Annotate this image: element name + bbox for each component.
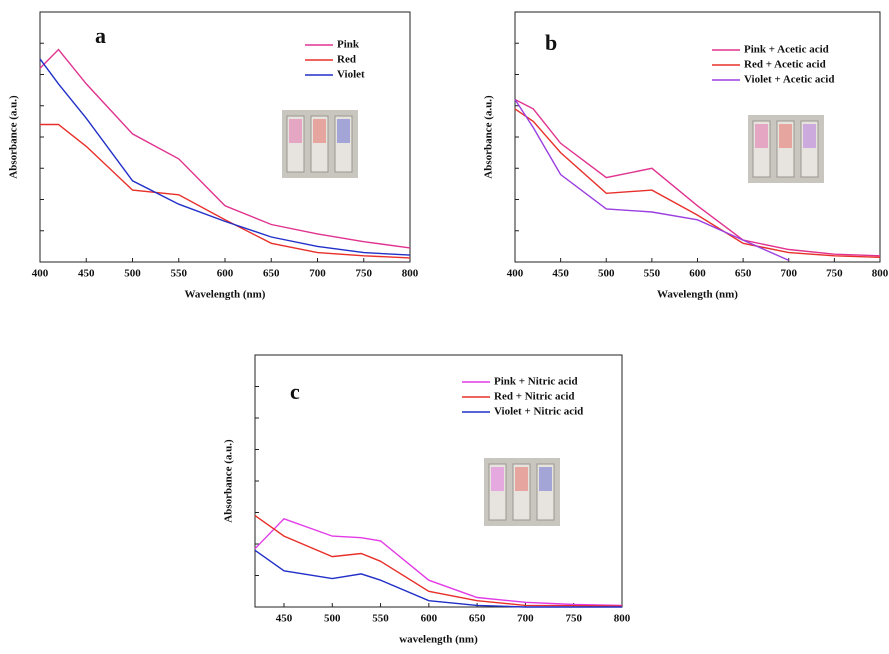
legend-label: Red + Nitric acid [494,391,575,403]
x-axis-label: Wavelength (nm) [185,289,266,301]
x-tick-label: 800 [402,268,419,280]
cuvette [334,115,353,173]
panel: 450 500 550 600 650 700 750 800 wavelength (nm) A… [223,354,631,646]
series-line [40,123,411,259]
x-tick-label: 650 [735,268,752,280]
cuvette-liquid [313,119,326,143]
x-tick-label: 550 [644,268,661,280]
series-line [514,98,881,257]
x-tick-label: 400 [507,268,524,280]
y-axis-label: Absorbance (a.u.) [8,95,20,179]
legend-label: Violet + Acetic acid [744,74,834,86]
cuvette-liquid [539,467,552,491]
x-tick-label: 550 [372,613,389,625]
cuvette [286,115,305,173]
x-tick-label: 500 [598,268,615,280]
cuvette-liquid [755,124,768,148]
x-tick-label: 500 [124,268,141,280]
x-tick-label: 500 [324,613,341,625]
series-line [39,58,411,256]
cuvette [512,463,531,521]
series-line [39,48,411,249]
legend-label: Violet [337,69,365,81]
x-tick-label: 600 [421,613,438,625]
legend-label: Violet + Nitric acid [494,406,583,418]
series-line [514,99,790,262]
y-axis-label: Absorbance (a.u.) [223,439,235,523]
legend-label: Red + Acetic acid [744,59,826,71]
cuvette [752,120,771,178]
x-tick-label: 450 [276,613,293,625]
panel-letter: a [95,23,106,48]
legend-label: Pink [337,39,360,51]
panel: 400 450 500 550 600 650 700 750 800 Wavelength (n… [8,11,419,301]
x-tick-label: 700 [309,268,326,280]
cuvette [536,463,555,521]
x-axis-label: Wavelength (nm) [657,289,738,301]
series-line [254,515,623,607]
series-line [254,549,622,608]
x-tick-label: 650 [263,268,280,280]
cuvette [800,120,819,178]
x-tick-label: 600 [689,268,706,280]
x-tick-label: 700 [781,268,798,280]
cuvette [310,115,329,173]
cuvette-liquid [803,124,816,148]
x-tick-label: 400 [32,268,49,280]
cuvette-liquid [779,124,792,148]
x-tick-label: 750 [356,268,373,280]
cuvette-liquid [515,467,528,491]
x-tick-label: 450 [552,268,569,280]
x-tick-label: 800 [872,268,889,280]
legend-label: Pink + Nitric acid [494,376,578,388]
series-line [514,108,881,258]
y-axis-label: Absorbance (a.u.) [483,95,495,179]
cuvette [776,120,795,178]
panel-letter: c [290,379,300,404]
series-line [254,517,623,607]
x-tick-label: 450 [78,268,95,280]
x-tick-label: 750 [826,268,843,280]
x-tick-label: 600 [217,268,234,280]
x-tick-label: 650 [469,613,486,625]
cuvette-liquid [337,119,350,143]
panel: 400 450 500 550 600 650 700 750 800 Wavelength (n… [483,11,889,301]
cuvette [488,463,507,521]
x-axis-label: wavelength (nm) [399,634,478,646]
x-tick-label: 750 [565,613,582,625]
x-tick-label: 700 [517,613,534,625]
x-tick-label: 800 [614,613,631,625]
legend-label: Red [337,54,356,66]
x-tick-label: 550 [171,268,188,280]
panel-letter: b [545,30,557,55]
legend-label: Pink + Acetic acid [744,44,829,56]
cuvette-liquid [289,119,302,143]
cuvette-liquid [491,467,504,491]
